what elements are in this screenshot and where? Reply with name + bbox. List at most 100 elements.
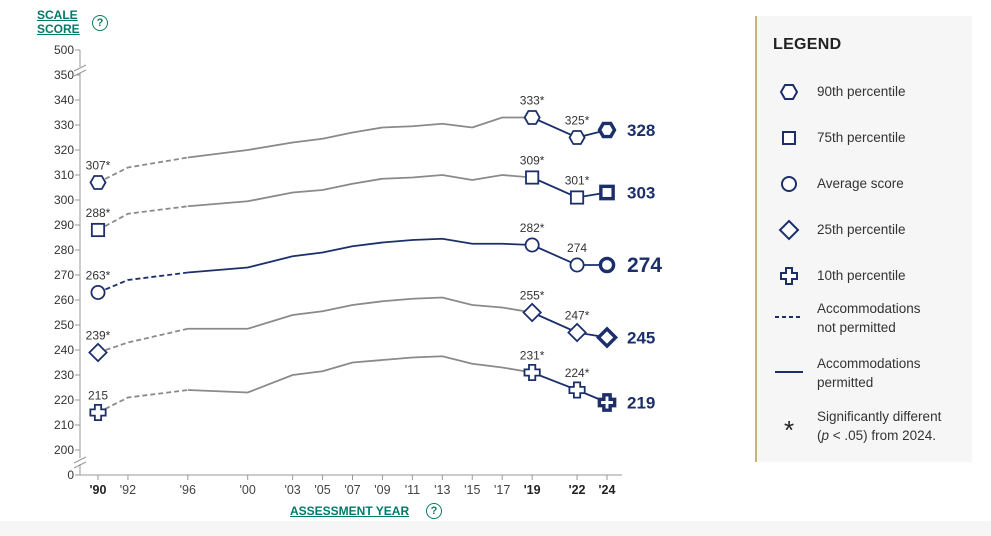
x-tick-label: '03	[284, 483, 300, 497]
data-point-marker	[522, 302, 543, 323]
asterisk-icon: *	[783, 415, 795, 445]
data-point-marker-2024	[597, 393, 617, 412]
series-dashed-line	[97, 156, 188, 184]
y-tick-label: 320	[54, 143, 74, 157]
legend-item-average: Average score	[757, 164, 974, 204]
data-point-marker	[524, 237, 540, 253]
data-label: 239*	[86, 329, 111, 343]
data-point-marker	[89, 175, 107, 190]
x-tick-label: '19	[524, 483, 541, 497]
legend-item-solid: Accommodations permitted	[757, 352, 974, 392]
data-point-marker	[523, 363, 541, 382]
y-tick-label: 330	[54, 118, 74, 132]
x-tick-label: '00	[240, 483, 256, 497]
data-point-marker	[89, 403, 107, 422]
legend-label: 25th percentile	[817, 222, 906, 237]
data-point-marker-2024	[597, 121, 617, 139]
end-value-label: 245	[627, 329, 655, 348]
y-tick-label: 270	[54, 268, 74, 282]
legend-label: Significantly different (p < .05) from 2…	[817, 407, 967, 445]
y-axis-title-line2: SCORE	[37, 22, 80, 36]
axis-break-mark	[73, 461, 87, 469]
series-line	[187, 355, 533, 394]
series-dashed-line	[97, 327, 189, 354]
legend-label: Accommodations not permitted	[817, 299, 967, 337]
x-tick-label: '17	[494, 483, 510, 497]
data-label: 263*	[86, 269, 111, 283]
y-tick-label: 200	[54, 443, 74, 457]
data-point-marker	[523, 110, 541, 125]
legend-label-line2: (p < .05) from 2024.	[817, 426, 967, 445]
y-tick-label: 240	[54, 343, 74, 357]
legend-title: LEGEND	[773, 36, 842, 53]
y-tick-label: 500	[54, 43, 74, 57]
data-point-marker	[569, 257, 585, 273]
x-tick-label: '24	[599, 483, 616, 497]
series-line	[187, 116, 533, 159]
legend-item-10th: 10th percentile	[757, 256, 974, 296]
x-tick-label: '92	[120, 483, 136, 497]
data-label: 247*	[565, 309, 590, 323]
y-tick-label: 260	[54, 293, 74, 307]
legend-panel: LEGEND 90th percentile 75th percentile A…	[755, 16, 972, 462]
legend-label: 75th percentile	[817, 130, 906, 145]
data-label: 333*	[520, 94, 545, 108]
data-point-marker	[567, 322, 587, 343]
y-axis-title-line1: SCALE	[37, 8, 78, 22]
y-tick-label: 220	[54, 393, 74, 407]
end-value-label: 328	[627, 121, 655, 140]
legend-label: 90th percentile	[817, 84, 906, 99]
data-label: 215	[88, 389, 108, 403]
bottom-strip	[0, 521, 991, 536]
square-icon	[782, 131, 796, 145]
series-dashed-line	[97, 205, 188, 231]
data-label: 255*	[520, 289, 545, 303]
series-line	[187, 296, 533, 330]
end-value-label: 274	[627, 254, 662, 277]
y-tick-label: 280	[54, 243, 74, 257]
data-point-marker	[525, 170, 540, 185]
data-point-marker	[568, 381, 586, 399]
x-tick-label: '07	[344, 483, 360, 497]
legend-label: Average score	[817, 176, 904, 191]
series-dashed-line	[97, 271, 188, 294]
legend-item-25th: 25th percentile	[757, 210, 974, 250]
circle-icon	[781, 176, 797, 192]
y-tick-label: 340	[54, 93, 74, 107]
data-point-marker	[90, 222, 106, 238]
data-label: 309*	[520, 154, 545, 168]
legend-item-significance: * Significantly different (p < .05) from…	[757, 407, 974, 447]
y-tick-label: 350	[54, 68, 74, 82]
data-label: 282*	[520, 221, 545, 235]
x-tick-label: '09	[374, 483, 390, 497]
end-value-label: 219	[627, 394, 655, 413]
y-axis-help-icon[interactable]: ?	[92, 15, 108, 31]
y-tick-label: 230	[54, 368, 74, 382]
series-line	[187, 174, 533, 208]
x-tick-label: '05	[314, 483, 330, 497]
legend-item-75th: 75th percentile	[757, 118, 974, 158]
data-point-marker	[90, 284, 106, 300]
x-tick-label: '15	[464, 483, 480, 497]
diamond-icon	[778, 219, 800, 241]
y-tick-label: 0	[67, 468, 74, 482]
data-label: 231*	[520, 349, 545, 363]
solid-line-icon	[775, 371, 803, 373]
p-symbol: p	[821, 428, 830, 443]
data-point-marker-2024	[599, 184, 615, 201]
axis-break-mark	[73, 456, 87, 464]
legend-item-dashed: Accommodations not permitted	[757, 297, 974, 337]
legend-label: Accommodations permitted	[817, 354, 967, 392]
data-label: 325*	[565, 114, 590, 128]
x-axis-title[interactable]: ASSESSMENT YEAR	[290, 504, 410, 518]
x-axis-help-icon[interactable]: ?	[426, 503, 442, 519]
y-tick-label: 310	[54, 168, 74, 182]
y-axis-title[interactable]: SCALE SCORE	[37, 8, 80, 36]
x-tick-label: '22	[569, 483, 586, 497]
x-tick-label: '90	[90, 483, 107, 497]
data-label: 224*	[565, 366, 590, 380]
paren: (	[817, 428, 822, 443]
legend-label-line1: Significantly different	[817, 409, 942, 424]
data-point-marker-2024	[595, 326, 619, 349]
y-tick-label: 250	[54, 318, 74, 332]
